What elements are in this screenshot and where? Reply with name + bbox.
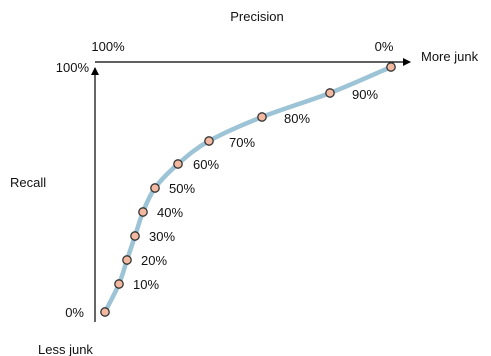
recall-0-tick: 0% bbox=[65, 305, 84, 320]
precision-axis-label: Precision bbox=[230, 9, 283, 24]
recall-100-tick: 100% bbox=[56, 60, 90, 75]
curve-point-marker bbox=[130, 231, 140, 241]
more-junk-label: More junk bbox=[421, 49, 479, 64]
point-labels: 10% 20% 30% 40% 50% 60% 70% 80% 90% bbox=[133, 87, 378, 292]
point-label: 50% bbox=[169, 181, 195, 196]
curve-point-marker bbox=[325, 88, 335, 98]
curve-point-marker bbox=[173, 159, 183, 169]
curve-point-marker bbox=[122, 255, 132, 265]
precision-recall-curve bbox=[102, 64, 394, 315]
point-label: 20% bbox=[141, 253, 167, 268]
recall-axis-label: Recall bbox=[10, 175, 46, 190]
less-junk-label: Less junk bbox=[38, 342, 93, 356]
curve-point-marker bbox=[204, 136, 214, 146]
point-label: 10% bbox=[133, 277, 159, 292]
curve-point-marker bbox=[257, 112, 267, 122]
curve-point-marker bbox=[138, 207, 148, 217]
point-label: 30% bbox=[149, 229, 175, 244]
precision-100-tick: 100% bbox=[91, 39, 125, 54]
point-label: 60% bbox=[193, 157, 219, 172]
point-label: 40% bbox=[157, 205, 183, 220]
curve-end-marker bbox=[386, 62, 396, 72]
curve-start-marker bbox=[100, 307, 110, 317]
precision-0-tick: 0% bbox=[375, 39, 394, 54]
curve-point-marker bbox=[114, 279, 124, 289]
point-label: 70% bbox=[229, 135, 255, 150]
curve-markers bbox=[100, 62, 396, 317]
point-label: 90% bbox=[352, 87, 378, 102]
point-label: 80% bbox=[284, 111, 310, 126]
curve-point-marker bbox=[150, 183, 160, 193]
